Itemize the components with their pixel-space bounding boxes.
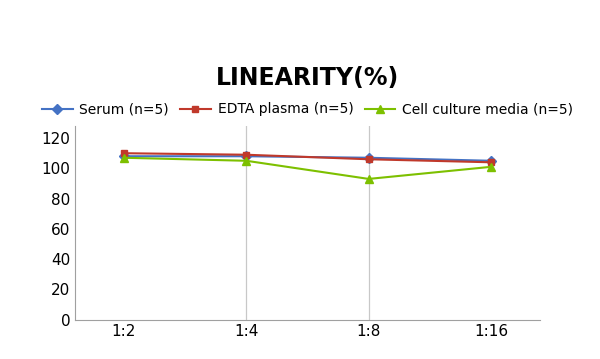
Serum (n=5) (487, 159, 494, 163)
Cell culture media (n=5) (487, 165, 494, 169)
Line: EDTA plasma (n=5): EDTA plasma (n=5) (121, 150, 494, 166)
EDTA plasma (n=5) (487, 160, 494, 164)
Legend: Serum (n=5), EDTA plasma (n=5), Cell culture media (n=5): Serum (n=5), EDTA plasma (n=5), Cell cul… (37, 97, 578, 122)
Cell culture media (n=5) (365, 177, 372, 181)
EDTA plasma (n=5) (121, 151, 128, 155)
Cell culture media (n=5) (243, 159, 250, 163)
Line: Serum (n=5): Serum (n=5) (121, 153, 494, 164)
EDTA plasma (n=5) (243, 153, 250, 157)
EDTA plasma (n=5) (365, 157, 372, 162)
Serum (n=5) (365, 155, 372, 160)
Text: LINEARITY(%): LINEARITY(%) (216, 66, 399, 90)
Serum (n=5) (243, 154, 250, 158)
Cell culture media (n=5) (121, 155, 128, 160)
Serum (n=5) (121, 154, 128, 158)
Line: Cell culture media (n=5): Cell culture media (n=5) (120, 154, 495, 183)
